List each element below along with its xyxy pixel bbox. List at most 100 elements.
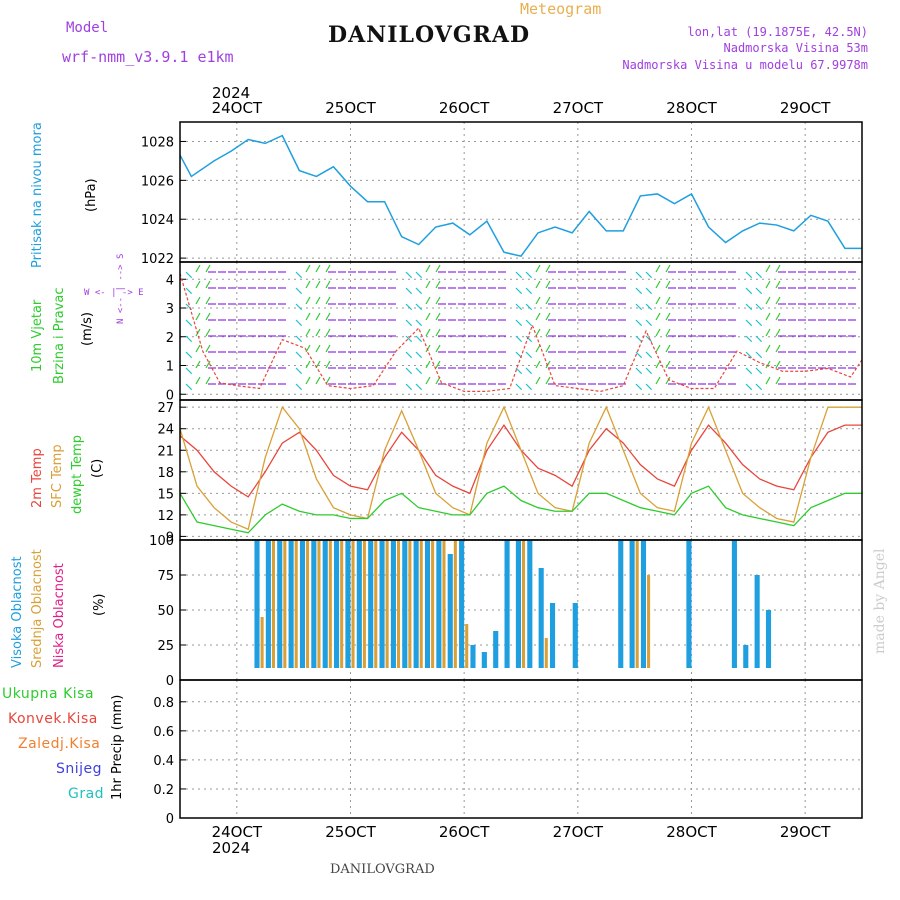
wind-arrow-196: [425, 328, 431, 337]
day-label-bottom-2: 26OCT: [439, 823, 490, 841]
wind-arrow-14: [195, 360, 201, 369]
cloud-high-bar-0: [254, 540, 260, 668]
wind-arrow-276: [525, 335, 533, 343]
wind-arrow-107: [315, 312, 321, 321]
day-label-top-5: 29OCT: [780, 99, 831, 117]
sfctemp-line: [179, 405, 862, 531]
footer-station: DANILOVGRAD: [330, 862, 435, 877]
wind-arrow-365: [635, 351, 643, 359]
wind-arrow-181: [405, 351, 413, 359]
legend-snow: Snijeg: [56, 761, 103, 777]
ytick-wind-1: 1: [166, 360, 174, 375]
wind-arrow-281: [535, 280, 541, 289]
cloud-high-bar-22: [504, 540, 510, 668]
wind-arrow-96: [305, 264, 311, 273]
wind-arrow-116: [325, 328, 331, 337]
wind-arrow-95: [295, 383, 303, 391]
wind-arrow-264: [515, 271, 523, 279]
ytick-wind-3: 3: [166, 302, 174, 317]
wind-arrow-90: [295, 303, 303, 311]
wind-arrow-470: [765, 360, 771, 369]
wind-arrow-191: [415, 383, 423, 391]
wind-arrow-391: [665, 376, 671, 385]
wind-arrow-9: [195, 280, 201, 289]
day-label-top-1: 25OCT: [325, 99, 376, 117]
wind-arrow-17: [205, 280, 211, 289]
ytick-wind-2: 2: [166, 331, 174, 346]
wind-arrow-374: [645, 367, 653, 375]
wind-arrow-22: [205, 360, 211, 369]
wind-arrow-200: [435, 264, 441, 273]
wind-arrow-294: [545, 360, 551, 369]
wind-arrow-379: [655, 312, 661, 321]
wind-arrow-193: [425, 280, 431, 289]
cloud-mid-bar-17: [453, 540, 457, 668]
wind-arrow-117: [325, 344, 331, 353]
wind-arrow-285: [535, 344, 541, 353]
wind-arrow-458: [755, 303, 763, 311]
cloud-high-bar-31: [640, 540, 647, 668]
cloud-mid-bar-5: [317, 540, 321, 668]
ytick-cloud-1: 25: [157, 639, 174, 654]
cloud-high-bar-8: [345, 540, 351, 668]
wind-arrow-189: [415, 351, 423, 359]
wind-arrow-469: [765, 344, 771, 353]
wind-arrow-471: [765, 376, 771, 385]
cloud-high-bar-26: [549, 603, 556, 668]
altitude: Nadmorska Visina 53m: [723, 41, 869, 55]
cloud-high-bar-25: [538, 568, 544, 668]
wind-arrow-11: [195, 312, 201, 321]
model-name: wrf-nmm_v3.9.1 e1km: [62, 48, 234, 66]
wind-arrow-100: [305, 328, 311, 337]
wind-arrow-270: [515, 367, 523, 375]
wind-arrow-99: [305, 312, 311, 321]
cloud-high-bar-7: [334, 540, 340, 668]
ytick-pressure-0: 1022: [141, 252, 174, 267]
cloud-high-bar-28: [572, 603, 578, 668]
wind-arrow-449: [745, 287, 753, 295]
wind-arrow-467: [765, 312, 771, 321]
wind-arrow-91: [295, 319, 303, 327]
ytick-precip-0: 0: [166, 812, 174, 827]
cloud-high-bar-32: [686, 540, 692, 668]
cloud-mid-bar-9: [362, 540, 366, 668]
temp2m-line: [179, 423, 862, 498]
wind-arrow-108: [315, 328, 321, 337]
wind-arrow-182: [405, 367, 413, 375]
wind-arrow-282: [535, 296, 541, 305]
ytick-pressure-3: 1028: [141, 135, 174, 150]
page-title: DANILOVGRAD: [328, 22, 531, 48]
cloud-high-bar-30: [629, 540, 635, 668]
ytick-temp-0: 9: [166, 530, 174, 545]
ytick-cloud-0: 0: [166, 674, 174, 689]
wind-arrow-384: [665, 264, 671, 273]
wind-arrow-106: [315, 296, 321, 305]
wind-arrow-383: [655, 376, 661, 385]
cloud-high-bar-9: [356, 540, 362, 668]
wind-arrow-382: [655, 360, 661, 369]
cloud-high-bar-6: [322, 540, 328, 668]
wind-arrow-0: [185, 271, 193, 279]
wind-arrow-197: [425, 344, 431, 353]
cloud-mid-bar-15: [431, 540, 435, 668]
wind-arrow-462: [755, 367, 763, 375]
wind-arrow-479: [775, 376, 781, 385]
day-label-top-0: 24OCT: [212, 99, 263, 117]
dewpt-line: [179, 485, 862, 534]
ytick-precip-3: 0.6: [153, 725, 174, 740]
cloud-mid-bar-1: [271, 540, 276, 668]
cloud-high-bar-34: [743, 645, 749, 668]
wind-arrow-381: [655, 344, 661, 353]
wind-arrow-194: [425, 296, 431, 305]
wind-arrow-466: [765, 296, 771, 305]
wind-arrow-283: [535, 312, 541, 321]
cloud-mid-bar-23: [522, 540, 526, 668]
cloud-high-bar-20: [481, 652, 487, 668]
wind-arrow-280: [535, 264, 541, 273]
wind-arrow-450: [745, 303, 753, 311]
cloud-mid-bar-10: [374, 540, 378, 668]
wind-arrow-460: [755, 335, 763, 343]
wind-arrow-12: [195, 328, 201, 337]
wind-arrow-476: [775, 328, 781, 337]
